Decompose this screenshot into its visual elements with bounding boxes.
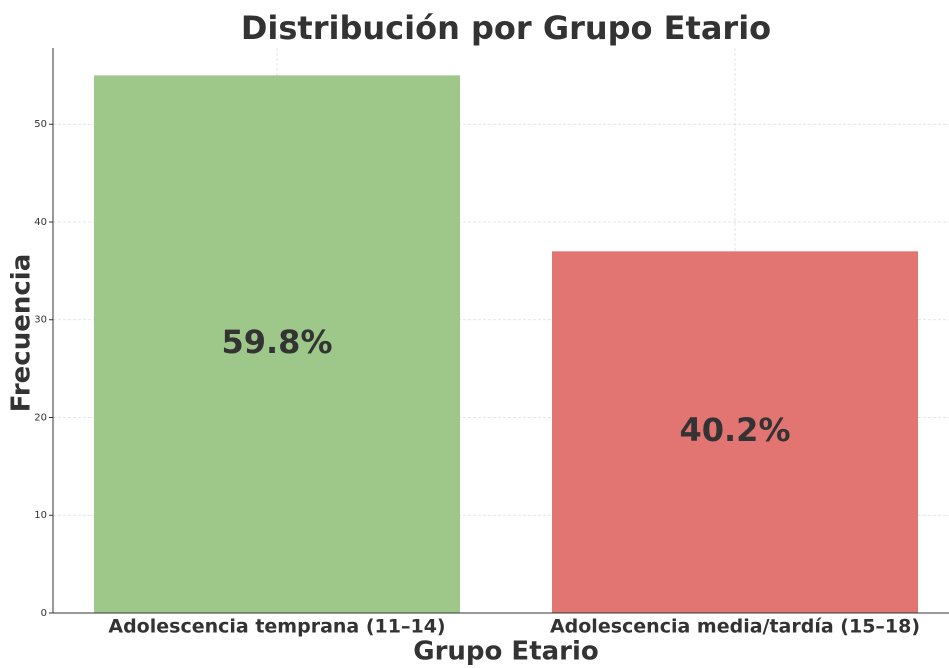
y-tick-label: 50 bbox=[34, 119, 47, 130]
y-tick-label: 30 bbox=[34, 315, 47, 326]
x-tick-label: Adolescencia media/tardía (15–18) bbox=[550, 616, 920, 638]
y-tick-label: 20 bbox=[34, 412, 47, 423]
chart-title: Distribución por Grupo Etario bbox=[241, 9, 771, 47]
y-tick-label: 10 bbox=[34, 510, 47, 521]
x-tick-label: Adolescencia temprana (11–14) bbox=[108, 616, 445, 638]
bar bbox=[552, 251, 918, 614]
y-tick-label: 40 bbox=[34, 217, 47, 228]
bar bbox=[94, 75, 460, 613]
x-axis-label: Grupo Etario bbox=[413, 637, 599, 667]
y-axis-label: Frecuencia bbox=[7, 254, 37, 413]
y-tick-label: 0 bbox=[41, 608, 47, 619]
bar-annotation: 40.2% bbox=[679, 411, 790, 449]
bar-annotation: 59.8% bbox=[221, 323, 332, 361]
